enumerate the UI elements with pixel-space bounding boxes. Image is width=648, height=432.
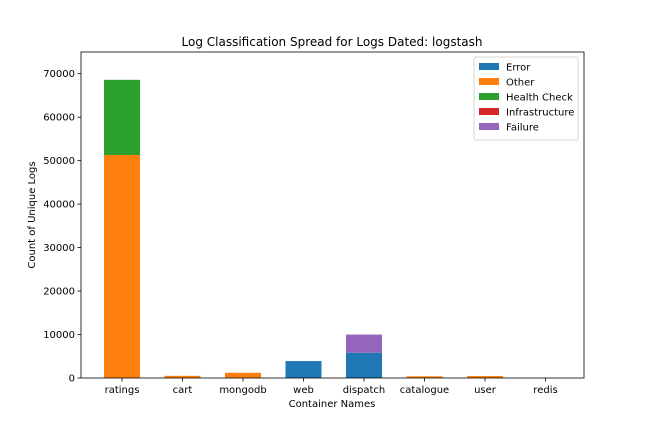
- legend-box: [473, 56, 579, 141]
- legend-swatch-other: [479, 78, 499, 85]
- y-tick-label: 30000: [43, 243, 75, 254]
- plot-frame: [80, 51, 585, 379]
- y-axis: 0 10000 20000 30000 40000 50000 60000 70000: [43, 69, 81, 385]
- bar-ratings-health-check: [104, 79, 140, 156]
- bars-group: [104, 79, 503, 378]
- x-tick-label: user: [474, 385, 497, 396]
- bar-cart-other: [164, 375, 201, 378]
- legend: Error Other Health Check Infrastructure Fail…: [473, 56, 579, 141]
- y-tick-label: 10000: [43, 330, 75, 341]
- legend-swatch-infrastructure: [479, 108, 499, 115]
- x-axis-label: Container Names: [289, 399, 376, 410]
- y-tick-label: 70000: [43, 69, 75, 80]
- legend-label-infrastructure: Infrastructure: [506, 108, 574, 119]
- x-tick-label: ratings: [105, 385, 140, 396]
- legend-label-error: Error: [506, 63, 531, 74]
- bar-dispatch-failure: [346, 334, 382, 353]
- legend-swatch-failure: [479, 123, 499, 130]
- x-tick-label: catalogue: [400, 385, 449, 396]
- x-tick-label: web: [293, 385, 314, 396]
- bar-catalogue-other: [406, 376, 443, 378]
- x-tick-label: mongodb: [219, 385, 266, 396]
- legend-label-other: Other: [506, 78, 535, 89]
- y-tick-label: 20000: [43, 287, 75, 298]
- y-axis-label: Count of Unique Logs: [27, 161, 38, 268]
- y-tick-label: 60000: [43, 113, 75, 124]
- legend-label-failure: Failure: [506, 123, 539, 134]
- x-axis: ratings cart mongodb web dispatch catalogue us…: [105, 378, 558, 396]
- chart-title: Log Classification Spread for Logs Dated…: [182, 35, 483, 49]
- y-tick-label: 50000: [43, 156, 75, 167]
- bar-user-other: [467, 376, 503, 378]
- bar-web-error: [285, 361, 322, 378]
- y-tick-label: 40000: [43, 200, 75, 211]
- legend-swatch-error: [479, 63, 499, 70]
- x-tick-label: redis: [533, 385, 557, 396]
- bar-mongodb-other: [225, 372, 261, 378]
- x-tick-label: cart: [173, 385, 193, 396]
- legend-swatch-health-check: [479, 93, 499, 100]
- bar-ratings-other: [104, 155, 140, 378]
- y-tick-label: 0: [69, 374, 75, 385]
- bar-dispatch-error: [346, 352, 382, 378]
- legend-label-health-check: Health Check: [506, 93, 573, 104]
- x-tick-label: dispatch: [343, 385, 386, 396]
